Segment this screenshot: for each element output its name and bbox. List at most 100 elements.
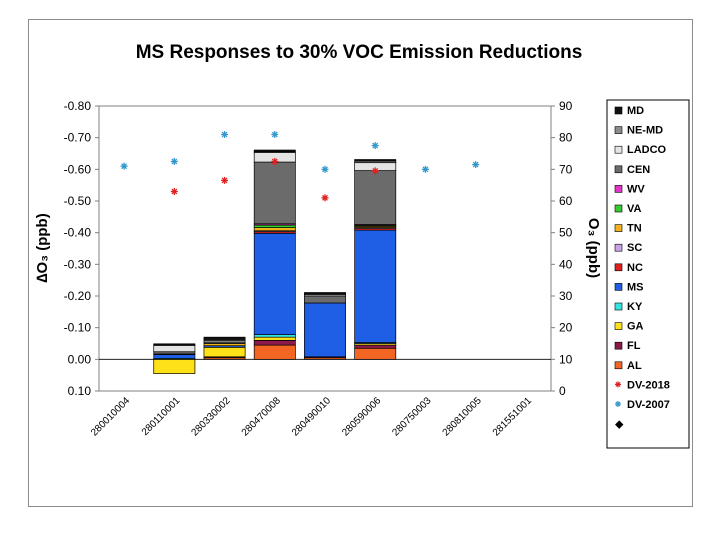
chart-frame: MS Responses to 30% VOC Emission Reducti…: [28, 19, 693, 507]
bar-segment-ms: [354, 229, 397, 343]
legend-label-wv: WV: [627, 183, 645, 195]
y2-tick-label: 10: [559, 352, 573, 366]
legend-label-al: AL: [627, 360, 642, 372]
marker-dv-2007: [472, 161, 480, 169]
x-category-label: 280330002: [189, 395, 232, 438]
y-tick-label: -0.30: [64, 257, 92, 271]
bar-segment-md: [153, 343, 196, 345]
chart-title: MS Responses to 30% VOC Emission Reducti…: [136, 42, 583, 63]
y-tick-label: -0.70: [64, 131, 92, 145]
x-category-label: 280590006: [340, 395, 383, 438]
legend-swatch-ms: [614, 283, 623, 291]
bar-segment-ga: [153, 358, 196, 374]
y2-tick-label: 50: [559, 226, 573, 240]
legend-label-nc: NC: [627, 262, 643, 274]
bar-segment-ms: [153, 354, 196, 359]
bar-segment-ky: [253, 334, 296, 338]
marker-dv-2018: [321, 194, 329, 202]
y2-axis-label: O₃ (ppb): [585, 218, 602, 278]
legend-swatch-md: [614, 106, 623, 115]
bar-segment-md: [253, 149, 296, 152]
y2-tick-label: 80: [559, 131, 573, 145]
legend-swatch-al: [614, 361, 623, 370]
marker-dv-2007: [421, 165, 429, 173]
chart-svg: MS Responses to 30% VOC Emission Reducti…: [34, 42, 690, 449]
legend-label-sc: SC: [627, 242, 642, 254]
bar-segment-cen: [354, 170, 397, 225]
bar-segment-ms: [304, 302, 346, 358]
legend-label-ga: GA: [627, 321, 644, 333]
marker-dv-2018: [271, 157, 279, 165]
legend-label-dv-2007: DV-2007: [627, 399, 670, 411]
y2-tick-label: 0: [559, 384, 566, 398]
bar-segment-md: [203, 336, 246, 340]
x-category-label: 280010004: [89, 395, 132, 438]
bar-segment-tn: [253, 227, 296, 232]
legend-label-cen: CEN: [627, 164, 650, 176]
legend-box: [606, 99, 690, 449]
legend-swatch-ladco: [614, 145, 623, 154]
bar-segment-cen: [253, 161, 296, 225]
x-category-label: 280490010: [290, 395, 333, 438]
y2-tick-label: 40: [559, 257, 573, 271]
legend-label-va: VA: [627, 203, 642, 215]
y2-tick-label: 90: [559, 99, 573, 113]
y2-tick-label: 30: [559, 289, 573, 303]
y2-tick-label: 70: [559, 162, 573, 176]
bar-segment-ga: [203, 346, 246, 358]
y-tick-label: -0.60: [64, 162, 92, 176]
legend-label-md: MD: [627, 105, 644, 117]
legend-swatch-cen: [614, 165, 623, 174]
bar-segment-md: [354, 159, 397, 162]
bar-segment-cen: [304, 296, 346, 304]
legend-label-fl: FL: [627, 340, 641, 352]
legend-swatch-wv: [614, 185, 623, 193]
legend-swatch-va: [614, 204, 623, 213]
marker-dv-2018: [170, 188, 178, 195]
bar-segment-ga: [253, 336, 296, 341]
marker-dv-2007: [271, 131, 279, 138]
bar-segment-ladco: [153, 345, 196, 353]
legend-label-ky: KY: [627, 301, 643, 313]
bar-segment-al: [354, 347, 397, 360]
legend-swatch-tn: [614, 224, 623, 232]
y-axis-label: ∆O₃ (ppb): [34, 213, 51, 282]
legend-label-dv-2018: DV-2018: [627, 379, 670, 391]
y2-tick-label: 20: [559, 321, 573, 335]
bar-segment-al: [253, 344, 296, 360]
y-tick-label: 0.00: [68, 352, 92, 366]
bar-segment-va: [253, 224, 296, 228]
y-tick-label: -0.10: [64, 321, 92, 335]
marker-dv-2007: [170, 157, 178, 165]
legend-label-ne-md: NE-MD: [627, 125, 663, 137]
marker-dv-2018: [371, 167, 379, 175]
legend-swatch-ky: [614, 302, 623, 311]
y-tick-label: 0.10: [68, 384, 92, 398]
x-category-label: 280470008: [240, 395, 283, 438]
x-category-label: 280810005: [441, 395, 484, 438]
marker-dv-2007: [120, 162, 128, 170]
legend-swatch-ga: [614, 322, 623, 330]
legend-swatch-nc: [614, 263, 623, 272]
legend-swatch-fl: [614, 341, 623, 350]
legend-marker-dv-2018: [615, 381, 621, 388]
legend-diamond-marker: ◆: [615, 419, 624, 431]
marker-dv-2007: [221, 131, 229, 138]
y-tick-label: -0.80: [64, 99, 92, 113]
marker-dv-2007: [371, 142, 379, 150]
bar-segment-fl: [354, 344, 397, 349]
legend-swatch-sc: [614, 243, 623, 252]
marker-dv-2018: [221, 176, 229, 184]
x-category-label: 281551001: [491, 395, 534, 438]
bar-segment-md: [304, 292, 346, 295]
bar-segment-ms: [253, 232, 296, 335]
legend-marker-dv-2007: [615, 401, 621, 407]
y2-tick-label: 60: [559, 194, 573, 208]
y-tick-label: -0.40: [64, 226, 92, 240]
legend-label-ms: MS: [627, 281, 644, 293]
x-category-label: 280110001: [140, 395, 183, 438]
legend-label-tn: TN: [627, 223, 642, 235]
y-tick-label: -0.20: [64, 289, 92, 303]
legend-label-ladco: LADCO: [627, 144, 667, 156]
bar-segment-fl: [253, 339, 296, 346]
